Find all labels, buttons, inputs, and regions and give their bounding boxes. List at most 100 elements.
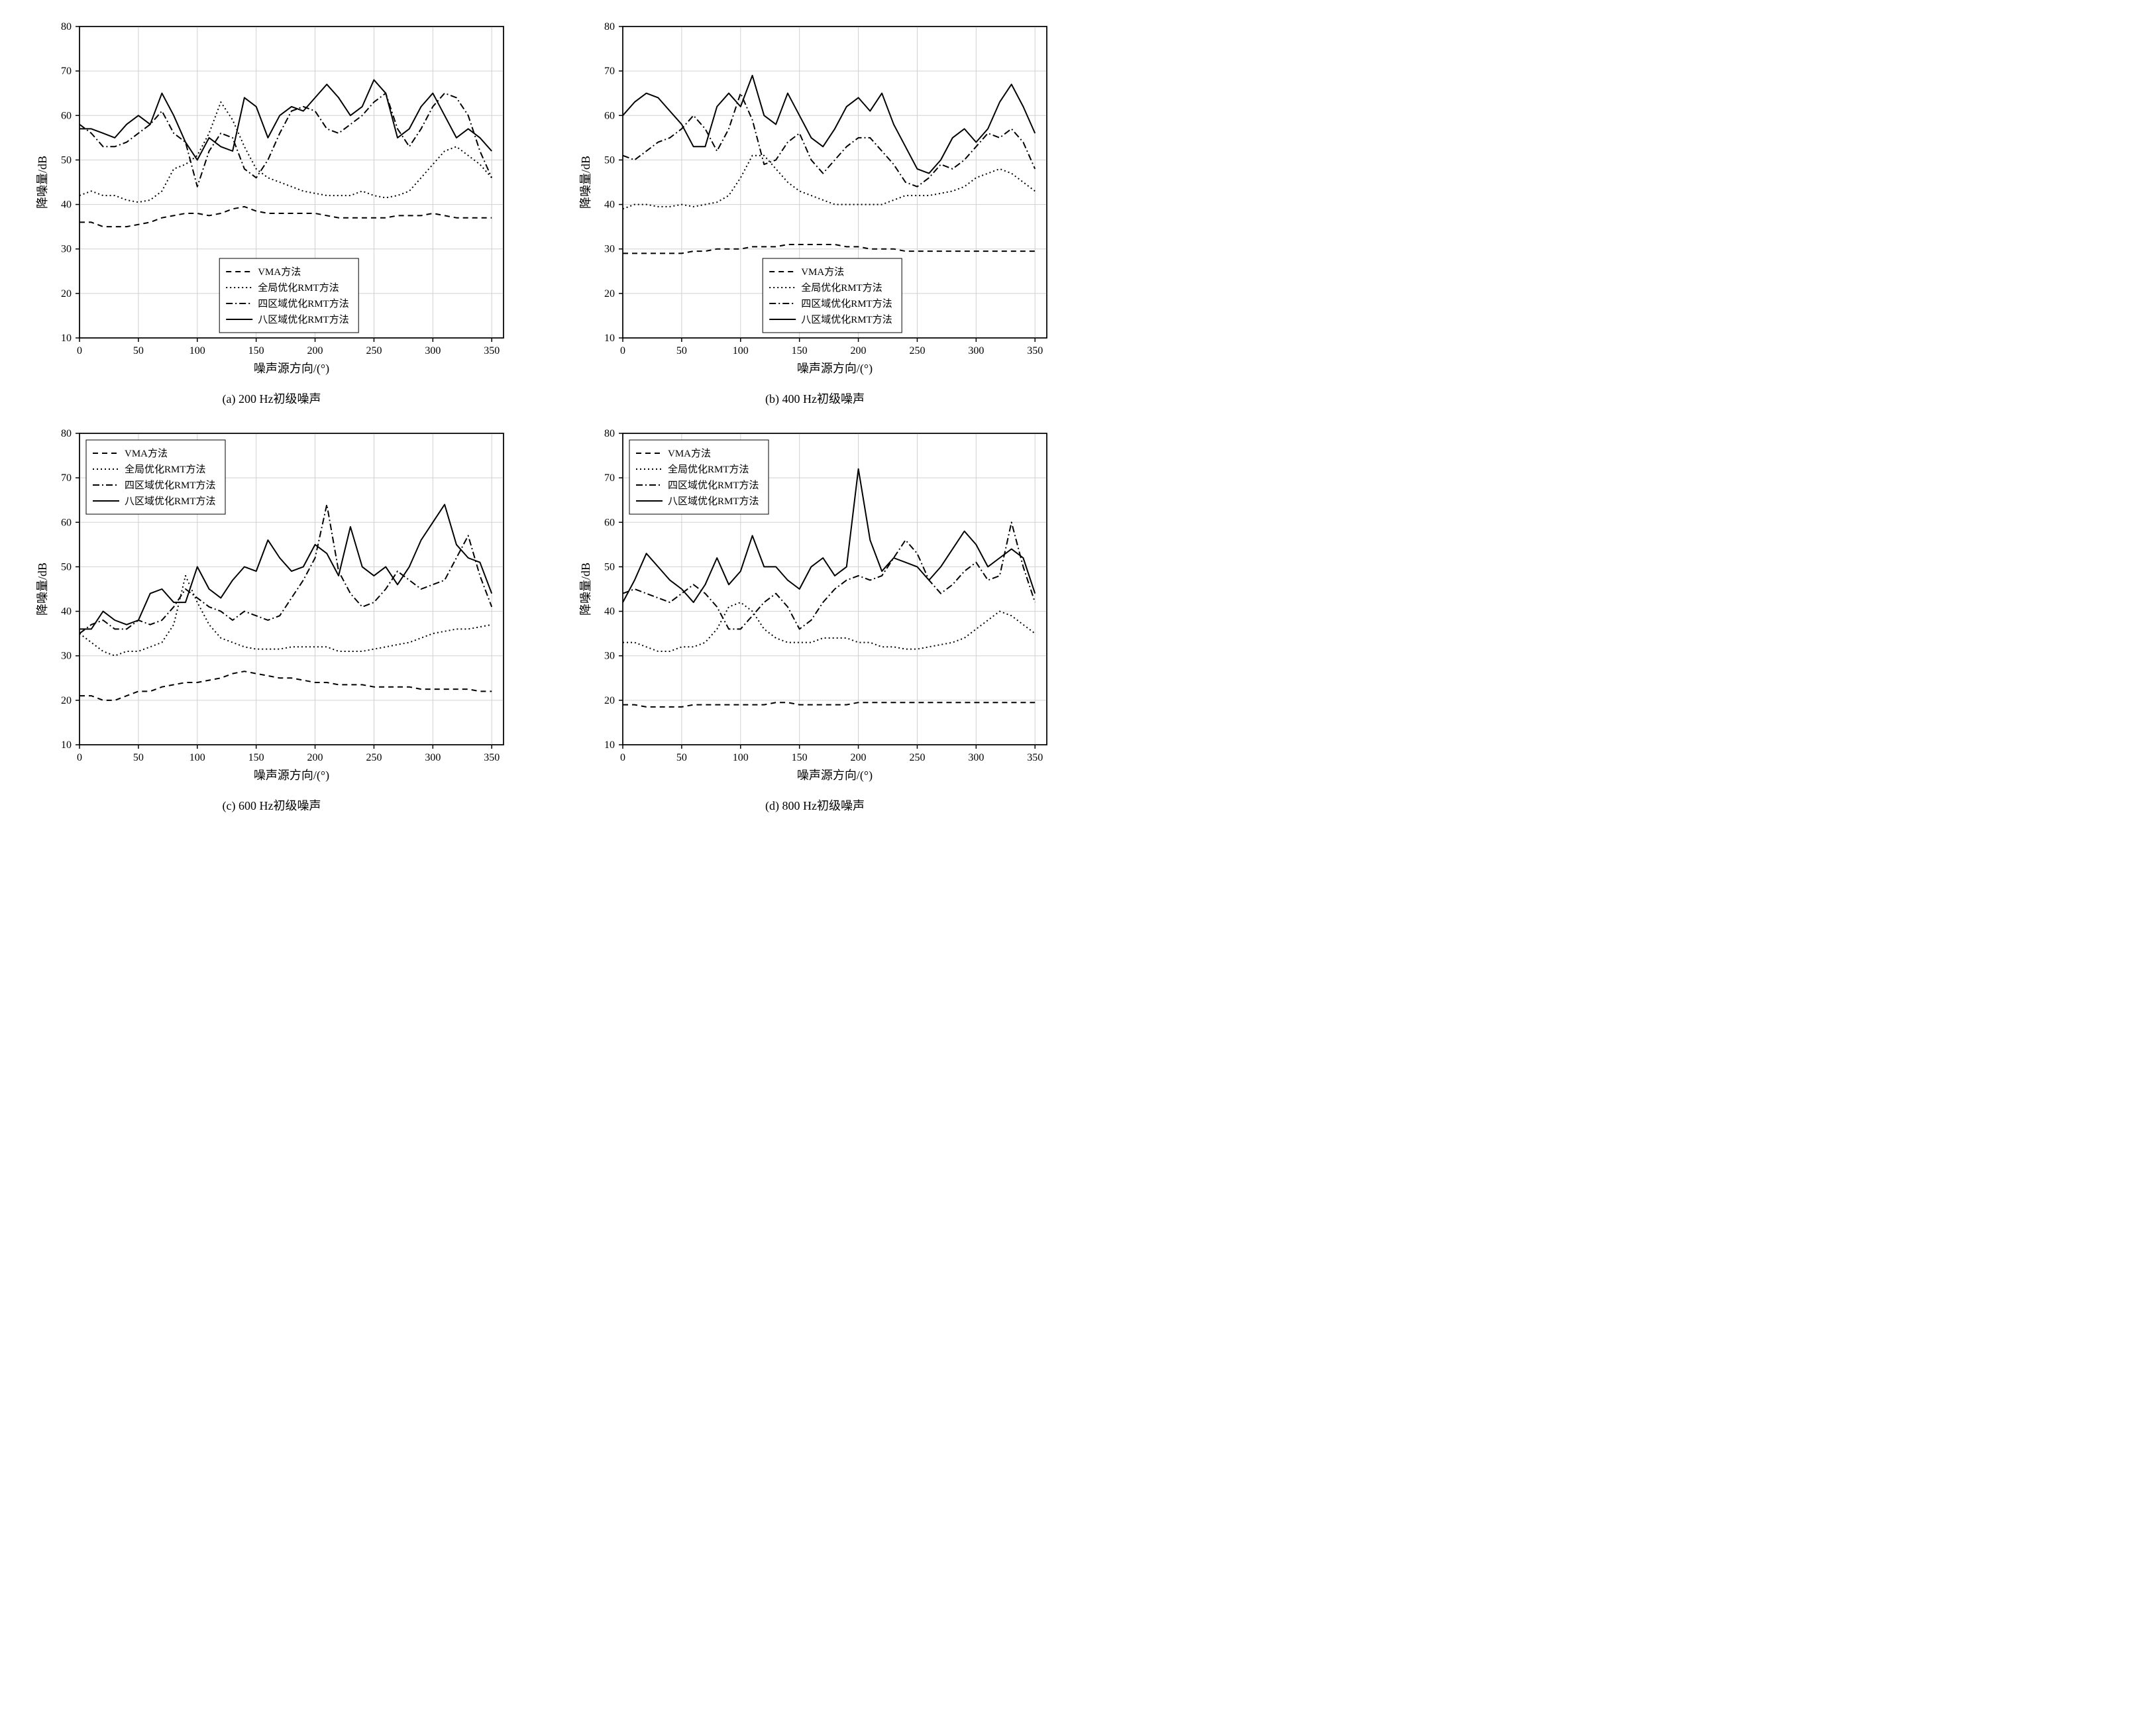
svg-text:50: 50 [61,561,72,572]
svg-text:VMA方法: VMA方法 [668,448,711,459]
svg-text:四区域优化RMT方法: 四区域优化RMT方法 [125,480,216,491]
svg-text:200: 200 [307,345,323,356]
svg-text:250: 250 [909,752,925,763]
chart-caption-a: (a) 200 Hz初级噪声 [223,390,321,407]
svg-text:70: 70 [604,66,615,77]
svg-text:20: 20 [604,695,615,706]
svg-text:80: 80 [604,428,615,439]
svg-text:全局优化RMT方法: 全局优化RMT方法 [801,282,882,294]
svg-text:30: 30 [61,651,72,662]
svg-text:350: 350 [1027,752,1043,763]
chart-caption-c: (c) 600 Hz初级噪声 [223,796,321,814]
svg-text:200: 200 [851,345,867,356]
svg-text:20: 20 [61,695,72,706]
svg-text:60: 60 [604,110,615,121]
chart-b: 0 50 100 150 200 250 300 350 10 20 30 40 50 60 70 80 噪声源… [570,13,1060,384]
svg-text:150: 150 [248,752,264,763]
svg-text:VMA方法: VMA方法 [801,266,844,278]
svg-text:四区域优化RMT方法: 四区域优化RMT方法 [801,298,892,309]
svg-text:八区域优化RMT方法: 八区域优化RMT方法 [258,314,349,325]
svg-text:10: 10 [61,333,72,344]
svg-text:噪声源方向/(°): 噪声源方向/(°) [254,362,329,376]
svg-text:全局优化RMT方法: 全局优化RMT方法 [125,463,206,475]
svg-text:八区域优化RMT方法: 八区域优化RMT方法 [801,314,892,325]
svg-text:300: 300 [425,345,441,356]
svg-text:四区域优化RMT方法: 四区域优化RMT方法 [258,298,349,309]
svg-text:20: 20 [61,288,72,299]
svg-text:100: 100 [733,345,749,356]
svg-text:100: 100 [189,345,205,356]
svg-text:40: 40 [61,606,72,618]
svg-text:70: 70 [604,472,615,484]
chart-caption-b: (b) 400 Hz初级噪声 [765,390,865,407]
svg-text:0: 0 [77,345,82,356]
svg-text:40: 40 [61,199,72,211]
svg-text:50: 50 [676,752,687,763]
svg-text:350: 350 [484,752,500,763]
svg-text:30: 30 [604,651,615,662]
charts-grid: 0501001502002503003501020304050607080噪声源… [13,13,1073,814]
svg-text:60: 60 [604,517,615,528]
svg-text:10: 10 [604,333,615,344]
svg-text:全局优化RMT方法: 全局优化RMT方法 [668,463,749,475]
svg-text:全局优化RMT方法: 全局优化RMT方法 [258,282,339,294]
svg-text:200: 200 [851,752,867,763]
svg-text:噪声源方向/(°): 噪声源方向/(°) [797,769,873,783]
svg-text:50: 50 [604,154,615,166]
svg-text:300: 300 [968,752,984,763]
chart-cell-a: 0 50 100 150 200 250 300 350 10 20 30 40 50 60 70 80 噪声源… [13,13,530,407]
svg-text:降噪量/dB: 降噪量/dB [36,156,49,209]
svg-text:80: 80 [604,21,615,32]
svg-text:20: 20 [604,288,615,299]
chart-caption-d: (d) 800 Hz初级噪声 [765,796,865,814]
svg-text:150: 150 [792,345,808,356]
svg-text:40: 40 [604,606,615,618]
svg-text:80: 80 [61,428,72,439]
svg-text:VMA方法: VMA方法 [258,266,301,278]
svg-text:250: 250 [909,345,925,356]
svg-text:70: 70 [61,472,72,484]
svg-text:八区域优化RMT方法: 八区域优化RMT方法 [668,496,759,507]
svg-text:0: 0 [620,345,625,356]
svg-text:10: 10 [604,739,615,751]
svg-text:300: 300 [425,752,441,763]
chart-cell-c: 0501001502002503003501020304050607080噪声源… [13,420,530,814]
svg-text:250: 250 [366,345,382,356]
svg-text:50: 50 [676,345,687,356]
svg-text:60: 60 [61,517,72,528]
svg-text:150: 150 [248,345,264,356]
svg-text:10: 10 [61,739,72,751]
svg-text:200: 200 [307,752,323,763]
chart-cell-d: 0 50 100 150 200 250 300 350 10 20 30 40 50 60 70 80 噪声源… [557,420,1073,814]
svg-text:VMA方法: VMA方法 [125,448,168,459]
svg-text:350: 350 [1027,345,1043,356]
svg-text:70: 70 [61,66,72,77]
svg-text:250: 250 [366,752,382,763]
svg-text:噪声源方向/(°): 噪声源方向/(°) [254,769,329,783]
svg-text:噪声源方向/(°): 噪声源方向/(°) [797,362,873,376]
svg-text:降噪量/dB: 降噪量/dB [36,563,49,616]
svg-text:40: 40 [604,199,615,211]
svg-text:30: 30 [61,244,72,255]
svg-text:30: 30 [604,244,615,255]
svg-text:300: 300 [968,345,984,356]
svg-text:八区域优化RMT方法: 八区域优化RMT方法 [125,496,216,507]
chart-a: 0 50 100 150 200 250 300 350 10 20 30 40 50 60 70 80 噪声源… [27,13,517,384]
chart-cell-b: 0 50 100 150 200 250 300 350 10 20 30 40 50 60 70 80 噪声源… [557,13,1073,407]
svg-text:降噪量/dB: 降噪量/dB [579,563,592,616]
svg-text:50: 50 [604,561,615,572]
chart-c: 0501001502002503003501020304050607080噪声源… [27,420,517,791]
svg-text:50: 50 [61,154,72,166]
svg-text:60: 60 [61,110,72,121]
svg-text:四区域优化RMT方法: 四区域优化RMT方法 [668,480,759,491]
svg-text:350: 350 [484,345,500,356]
svg-text:100: 100 [733,752,749,763]
chart-d: 0 50 100 150 200 250 300 350 10 20 30 40 50 60 70 80 噪声源… [570,420,1060,791]
svg-text:80: 80 [61,21,72,32]
svg-text:50: 50 [133,752,144,763]
svg-text:降噪量/dB: 降噪量/dB [579,156,592,209]
svg-text:50: 50 [133,345,144,356]
svg-text:0: 0 [620,752,625,763]
svg-text:0: 0 [77,752,82,763]
svg-text:150: 150 [792,752,808,763]
